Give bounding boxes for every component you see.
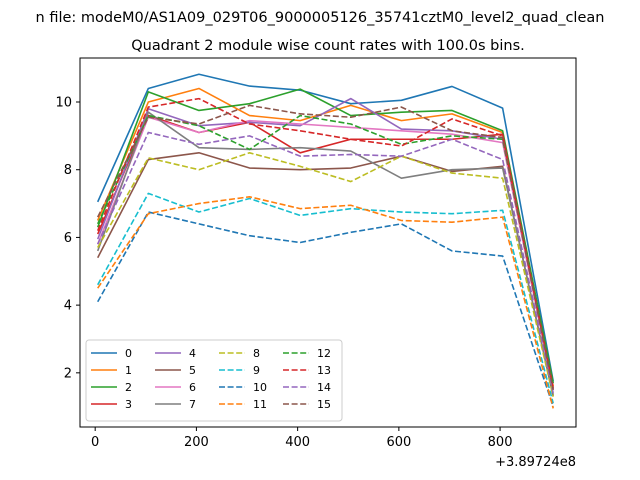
series-line-3 [96,114,555,390]
series-line-7 [96,111,555,396]
x-tick-label: 0 [91,435,99,450]
legend-label-6: 6 [189,381,196,394]
legend-label-11: 11 [253,398,267,411]
legend-label-1: 1 [125,364,132,377]
series-line-4 [96,97,555,390]
x-tick-label: 200 [184,435,209,450]
series-line-9 [97,192,554,404]
series-line-6 [96,116,555,390]
series-line-10 [97,211,554,407]
legend-label-5: 5 [189,364,196,377]
legend-label-4: 4 [189,347,196,360]
x-tick-label: 800 [488,435,513,450]
legend-label-10: 10 [253,381,267,394]
chart-title: Quadrant 2 module wise count rates with … [131,38,525,54]
y-tick-label: 8 [64,163,72,178]
series-line-12 [96,114,555,387]
series-line-8 [97,151,554,397]
legend-label-12: 12 [317,347,331,360]
legend-label-14: 14 [317,381,331,394]
x-axis-ticks: 0 200 400 600 800 [91,427,512,450]
y-tick-label: 10 [55,96,72,111]
x-axis-offset-label: +3.89724e8 [495,455,576,470]
legend-label-13: 13 [317,364,331,377]
y-tick-label: 6 [64,231,72,246]
y-tick-label: 2 [64,366,72,381]
legend-label-7: 7 [189,398,196,411]
series-line-13 [96,97,555,389]
series-line-11 [97,196,554,409]
legend-box [85,339,343,422]
legend-label-2: 2 [125,381,132,394]
x-tick-label: 600 [386,435,411,450]
figure-suptitle: n file: modeM0/AS1A09_029T06_9000005126_… [36,10,605,26]
legend-label-15: 15 [317,398,331,411]
legend-label-0: 0 [125,347,132,360]
series-line-14 [96,131,555,394]
y-tick-label: 4 [64,299,72,314]
y-axis-ticks: 2 4 6 8 10 [55,96,80,381]
series-line-2 [96,88,555,384]
legend-label-9: 9 [253,364,260,377]
series-line-15 [96,104,555,390]
legend-label-8: 8 [253,347,260,360]
plot-area [96,73,555,409]
x-tick-label: 400 [285,435,310,450]
legend-label-3: 3 [125,398,132,411]
axes-frame [79,57,577,428]
series-line-0 [96,73,555,382]
